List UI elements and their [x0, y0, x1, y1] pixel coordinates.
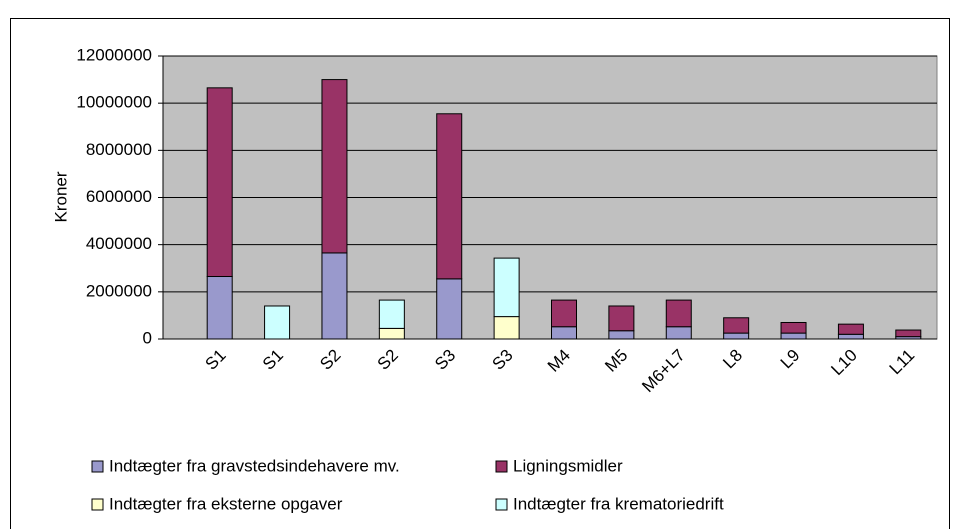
bar-segment — [206, 87, 233, 278]
bar-segment — [321, 79, 348, 254]
y-tick-label: 2000000 — [86, 281, 152, 300]
bar-segment — [378, 299, 405, 329]
bar-segment — [551, 326, 577, 340]
y-axis-label: Kroner — [51, 171, 70, 222]
legend-swatch — [495, 498, 508, 511]
bar-segment — [723, 332, 750, 340]
y-tick-label: 4000000 — [86, 234, 152, 253]
legend-label: Ligningsmidler — [513, 456, 623, 475]
legend-swatch — [91, 460, 104, 473]
bar-segment — [436, 278, 463, 340]
bar-segment — [493, 316, 520, 340]
bar-segment — [780, 332, 807, 340]
legend-label: Indtægter fra krematoriedrift — [513, 494, 724, 513]
bar-segment — [608, 305, 635, 332]
y-tick-label: 8000000 — [86, 140, 152, 159]
bar-segment — [321, 252, 348, 340]
bar-segment — [665, 299, 692, 328]
bar-segment — [551, 299, 577, 328]
bar-segment — [895, 329, 922, 338]
legend-label: Indtægter fra gravstedsindehavere mv. — [109, 456, 400, 475]
bar-segment — [206, 276, 233, 340]
bar-segment — [837, 323, 864, 335]
y-tick-label: 6000000 — [86, 187, 152, 206]
bar-segment — [723, 317, 750, 334]
bar-segment — [378, 327, 405, 340]
bar-segment — [264, 305, 291, 340]
y-tick-label: 12000000 — [76, 45, 152, 64]
legend-swatch — [91, 498, 104, 511]
y-tick-label: 0 — [143, 328, 152, 347]
legend-swatch — [495, 460, 508, 473]
bar-segment — [493, 257, 520, 318]
bar-segment — [608, 330, 635, 340]
bar-segment — [837, 333, 864, 340]
legend-label: Indtægter fra eksterne opgaver — [109, 494, 343, 513]
bar-segment — [780, 321, 807, 334]
bar-segment — [436, 113, 463, 280]
bar-segment — [665, 326, 692, 340]
y-tick-label: 10000000 — [76, 93, 152, 112]
